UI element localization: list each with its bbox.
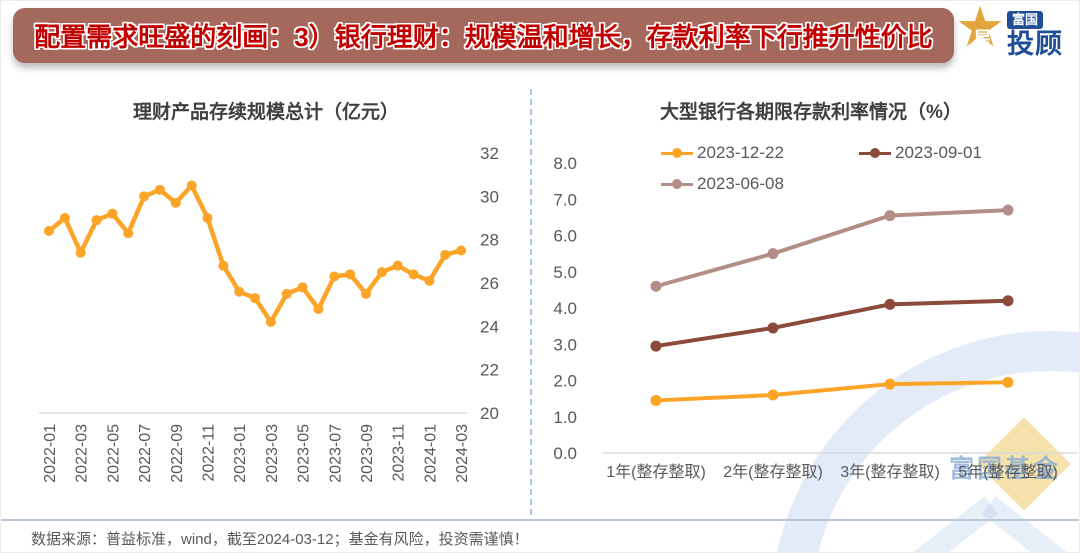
- footer-note: 数据来源：普益标准，wind，截至2024-03-12；基金有风险，投资需谨慎！: [31, 531, 529, 548]
- legend-marker-icon: [859, 148, 891, 158]
- left-chart-axes: 32 30 28 26 24 22 20 2022-01 2022-03 2022-05 2022-…: [39, 144, 499, 483]
- svg-text:5年(整存整取): 5年(整存整取): [958, 463, 1058, 481]
- fullgoal-star-advisor-logo: ★ 星 富国 投顾: [955, 1, 1079, 65]
- right-chart: 8.0 7.0 6.0 5.0 4.0 3.0 2.0 1.0 0.0 1年(整存整取) 2年(整存…: [553, 154, 1077, 481]
- svg-text:2023-03: 2023-03: [264, 424, 281, 483]
- svg-text:2.0: 2.0: [553, 372, 577, 391]
- svg-text:5.0: 5.0: [553, 263, 577, 282]
- svg-text:32: 32: [480, 144, 499, 163]
- svg-text:2024-03: 2024-03: [454, 424, 471, 483]
- header-banner: 配置需求旺盛的刻画：3）银行理财：规模温和增长，存款利率下行推升性价比: [13, 8, 954, 63]
- svg-text:1.0: 1.0: [553, 408, 577, 427]
- svg-text:2023-05: 2023-05: [296, 424, 313, 483]
- watermark-text: 富国基金: [949, 455, 1062, 483]
- svg-text:22: 22: [480, 361, 499, 380]
- logo-badge: 富国: [1007, 10, 1044, 29]
- svg-text:3年(整存整取): 3年(整存整取): [840, 463, 940, 481]
- charts-divider: [530, 89, 532, 515]
- svg-text:2022-03: 2022-03: [74, 424, 91, 483]
- logo-wordmark: 富国 投顾: [1007, 10, 1063, 59]
- legend-item-2023-12-22: 2023-12-22: [661, 142, 859, 164]
- star-icon: ★ 星: [955, 1, 1009, 64]
- logo-name: 投顾: [1007, 28, 1063, 59]
- svg-text:6.0: 6.0: [553, 227, 577, 246]
- svg-text:8.0: 8.0: [553, 154, 577, 173]
- footer-divider: [1, 519, 1079, 521]
- svg-text:2023-09: 2023-09: [359, 424, 376, 483]
- star-glyph: ★: [955, 0, 1006, 58]
- svg-text:4.0: 4.0: [553, 299, 577, 318]
- svg-text:2022-01: 2022-01: [42, 424, 59, 483]
- left-chart: 32 30 28 26 24 22 20 2022-01 2022-03 2022-05 2022-…: [39, 144, 499, 483]
- legend-marker-icon: [661, 148, 693, 158]
- svg-text:2023-01: 2023-01: [232, 424, 249, 483]
- left-chart-title: 理财产品存续规模总计（亿元）: [132, 102, 399, 123]
- svg-text:1年(整存整取): 1年(整存整取): [606, 463, 706, 481]
- svg-text:2024-01: 2024-01: [422, 424, 439, 483]
- right-chart-series-2023-12-22: [650, 376, 1014, 406]
- legend-marker-icon: [661, 179, 693, 189]
- page-title: 配置需求旺盛的刻画：3）银行理财：规模温和增长，存款利率下行推升性价比: [34, 22, 933, 52]
- svg-text:0.0: 0.0: [553, 444, 577, 463]
- svg-text:2022-09: 2022-09: [169, 424, 186, 483]
- legend-label: 2023-12-22: [697, 143, 784, 162]
- svg-text:2022-11: 2022-11: [201, 424, 218, 482]
- fullgoal-watermark: 富国基金: [746, 321, 1079, 552]
- svg-text:2023-07: 2023-07: [327, 424, 344, 483]
- svg-text:7.0: 7.0: [553, 190, 577, 209]
- right-chart-series-2023-06-08: [650, 204, 1014, 292]
- legend-label: 2023-06-08: [697, 174, 784, 193]
- svg-text:20: 20: [480, 404, 499, 423]
- star-character: 星: [973, 29, 993, 50]
- svg-text:3.0: 3.0: [553, 335, 577, 354]
- right-chart-title: 大型银行各期限存款利率情况（%）: [660, 102, 962, 123]
- svg-text:28: 28: [480, 231, 499, 250]
- right-chart-axes: 8.0 7.0 6.0 5.0 4.0 3.0 2.0 1.0 0.0 1年(整存整取) 2年(整存…: [553, 154, 1077, 481]
- right-chart-legend: 2023-12-22 2023-09-01 2023-06-08: [661, 142, 1057, 195]
- legend-item-2023-09-01: 2023-09-01: [859, 142, 1057, 164]
- svg-text:2年(整存整取): 2年(整存整取): [723, 463, 823, 481]
- svg-text:2023-11: 2023-11: [391, 424, 408, 482]
- svg-text:26: 26: [480, 274, 499, 293]
- svg-text:2022-07: 2022-07: [137, 424, 154, 483]
- left-chart-series: [44, 180, 467, 327]
- svg-text:2022-05: 2022-05: [105, 424, 122, 483]
- legend-label: 2023-09-01: [895, 143, 982, 162]
- svg-text:30: 30: [480, 187, 499, 206]
- svg-text:24: 24: [480, 317, 499, 336]
- right-chart-series-2023-09-01: [650, 295, 1014, 352]
- legend-item-2023-06-08: 2023-06-08: [661, 173, 859, 195]
